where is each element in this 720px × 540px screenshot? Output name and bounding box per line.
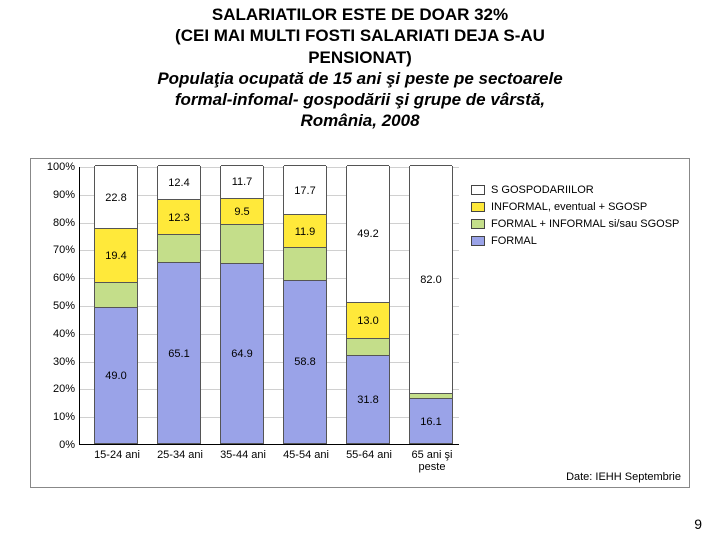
- bar-value-label: 17.7: [284, 185, 326, 197]
- bar: 64.9 9.5 11.7: [220, 166, 264, 444]
- y-tick-label: 0%: [39, 439, 75, 451]
- y-tick-label: 50%: [39, 300, 75, 312]
- bar: 31.8 13.0 49.2: [346, 166, 390, 444]
- bar-segment: [410, 393, 452, 398]
- legend-item: S GOSPODARIILOR: [471, 184, 681, 196]
- plot-area: 49.0 19.4 22.8 65.1 12.3 12.4 64.9 9.5 11.7 58.8 1…: [79, 167, 459, 445]
- y-tick-label: 30%: [39, 356, 75, 368]
- x-tick-label: 25-34 ani: [150, 449, 210, 461]
- y-tick-label: 20%: [39, 383, 75, 395]
- y-tick-label: 70%: [39, 244, 75, 256]
- title-line-6: România, 2008: [30, 110, 690, 131]
- bar: 49.0 19.4 22.8: [94, 166, 138, 444]
- legend-swatch: [471, 219, 485, 229]
- bar-segment: [95, 282, 137, 306]
- bar-value-label: 13.0: [347, 315, 389, 327]
- x-tick-label: 15-24 ani: [87, 449, 147, 461]
- title-line-1: SALARIATILOR ESTE DE DOAR 32%: [30, 4, 690, 25]
- y-tick-label: 10%: [39, 411, 75, 423]
- bar-value-label: 31.8: [347, 394, 389, 406]
- legend-label: INFORMAL, eventual + SGOSP: [491, 201, 681, 213]
- chart-footer: Date: IEHH Septembrie: [566, 471, 681, 483]
- bar-value-label: 58.8: [284, 356, 326, 368]
- legend-swatch: [471, 236, 485, 246]
- bar: 58.8 11.9 17.7: [283, 166, 327, 444]
- x-tick-label: 35-44 ani: [213, 449, 273, 461]
- y-tick-label: 90%: [39, 189, 75, 201]
- bar-segment: [284, 247, 326, 279]
- bar-value-label: 16.1: [410, 416, 452, 428]
- y-tick-label: 80%: [39, 217, 75, 229]
- legend-label: FORMAL + INFORMAL si/sau SGOSP: [491, 218, 681, 230]
- title-line-3: PENSIONAT): [30, 47, 690, 68]
- x-tick-label: 55-64 ani: [339, 449, 399, 461]
- bar-segment: [221, 224, 263, 263]
- y-tick-label: 60%: [39, 272, 75, 284]
- bar-value-label: 82.0: [410, 274, 452, 286]
- legend-item: INFORMAL, eventual + SGOSP: [471, 201, 681, 213]
- y-tick-label: 40%: [39, 328, 75, 340]
- title-block: SALARIATILOR ESTE DE DOAR 32% (CEI MAI M…: [0, 0, 720, 134]
- legend-item: FORMAL: [471, 235, 681, 247]
- bar-value-label: 49.0: [95, 370, 137, 382]
- bar-value-label: 12.4: [158, 177, 200, 189]
- legend-swatch: [471, 202, 485, 212]
- title-line-4: Populaţia ocupată de 15 ani şi peste pe …: [30, 68, 690, 89]
- bar-value-label: 64.9: [221, 348, 263, 360]
- legend-label: S GOSPODARIILOR: [491, 184, 681, 196]
- legend-label: FORMAL: [491, 235, 681, 247]
- bar-value-label: 9.5: [221, 206, 263, 218]
- title-line-5: formal-infomal- gospodării şi grupe de v…: [30, 89, 690, 110]
- legend-swatch: [471, 185, 485, 195]
- page-number: 9: [694, 516, 702, 532]
- bar-value-label: 11.9: [284, 226, 326, 238]
- bar: 16.1 82.0: [409, 166, 453, 444]
- chart-container: 49.0 19.4 22.8 65.1 12.3 12.4 64.9 9.5 11.7 58.8 1…: [30, 158, 690, 488]
- bar-value-label: 19.4: [95, 250, 137, 262]
- bar-value-label: 12.3: [158, 212, 200, 224]
- title-line-2: (CEI MAI MULTI FOSTI SALARIATI DEJA S-AU: [30, 25, 690, 46]
- bar-value-label: 49.2: [347, 228, 389, 240]
- bar: 65.1 12.3 12.4: [157, 166, 201, 444]
- x-tick-label: 65 ani şi peste: [402, 449, 462, 473]
- legend: S GOSPODARIILOR INFORMAL, eventual + SGOS…: [471, 179, 681, 252]
- bar-segment: [347, 338, 389, 355]
- y-tick-label: 100%: [39, 161, 75, 173]
- x-tick-label: 45-54 ani: [276, 449, 336, 461]
- bar-value-label: 22.8: [95, 192, 137, 204]
- bar-segment: [158, 234, 200, 262]
- bar-value-label: 65.1: [158, 348, 200, 360]
- bar-value-label: 11.7: [221, 176, 263, 188]
- legend-item: FORMAL + INFORMAL si/sau SGOSP: [471, 218, 681, 230]
